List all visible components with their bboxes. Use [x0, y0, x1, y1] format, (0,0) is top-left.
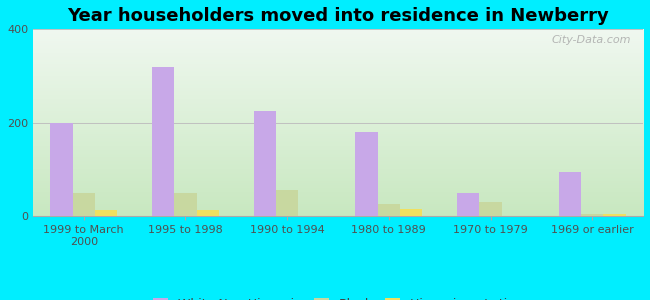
- Legend: White Non-Hispanic, Black, Hispanic or Latino: White Non-Hispanic, Black, Hispanic or L…: [148, 293, 528, 300]
- Title: Year householders moved into residence in Newberry: Year householders moved into residence i…: [67, 7, 609, 25]
- Bar: [254, 111, 276, 216]
- Bar: [174, 193, 197, 216]
- Bar: [558, 172, 581, 216]
- Bar: [603, 214, 626, 216]
- Bar: [356, 132, 378, 216]
- Bar: [581, 214, 603, 216]
- Bar: [276, 190, 298, 216]
- Bar: [197, 210, 219, 216]
- Bar: [400, 209, 422, 216]
- Bar: [50, 123, 73, 216]
- Bar: [378, 204, 400, 216]
- Bar: [73, 193, 95, 216]
- Text: City-Data.com: City-Data.com: [551, 35, 631, 45]
- Bar: [457, 193, 479, 216]
- Bar: [479, 202, 502, 216]
- Bar: [95, 210, 118, 216]
- Bar: [152, 67, 174, 216]
